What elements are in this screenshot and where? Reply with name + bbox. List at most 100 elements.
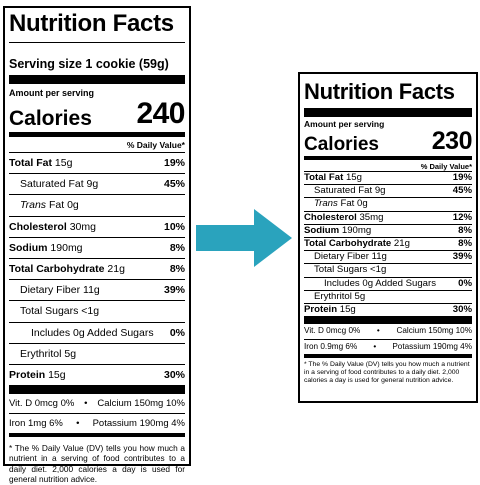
nutrient-row-erythritol: Erythritol 5g [9, 342, 185, 364]
nutrient-name: Total Fat 15g [304, 172, 362, 184]
thick-divider [304, 316, 472, 325]
nutrient-amount: 21g [107, 262, 125, 275]
nutrient-list: Total Fat 15g 19% Saturated Fat 9g 45% Trans… [304, 171, 472, 316]
nutrient-name: Sodium 190mg [304, 225, 371, 237]
vitamin-item: Potassium 190mg 4% [392, 341, 472, 351]
nutrient-label: Saturated Fat [314, 185, 373, 197]
nutrient-daily-value: 8% [169, 241, 185, 254]
nutrient-row-protein: Protein 15g 30% [304, 302, 472, 316]
nutrient-amount: 15g [339, 303, 356, 315]
bullet-icon: • [76, 418, 80, 430]
nutrient-label: Total Fat [304, 172, 344, 183]
nutrient-label: Sodium [9, 241, 48, 254]
nutrient-name: Total Carbohydrate 21g [304, 238, 410, 250]
nutrient-row-dietary-fiber: Dietary Fiber 11g 39% [304, 250, 472, 263]
divider [9, 42, 185, 43]
nutrient-label: Total Sugars [314, 264, 368, 276]
nutrient-label: Protein [304, 303, 338, 315]
nutrient-amount: 30mg [69, 220, 96, 233]
nutrient-name: Saturated Fat 9g [314, 185, 385, 197]
nutrient-daily-value: 39% [163, 284, 185, 297]
calories-value: 240 [136, 97, 185, 130]
thick-divider [304, 108, 472, 117]
nutrient-daily-value: 8% [458, 237, 472, 249]
nutrient-label: Dietary Fiber [20, 284, 81, 297]
vitamin-row: Vit. D 0mcg 0% • Calcium 150mg 10% [9, 394, 185, 413]
nutrient-label: Includes 0g Added Sugars [31, 326, 154, 339]
footnote: * The % Daily Value (DV) tells you how m… [9, 443, 185, 485]
divider [9, 433, 185, 438]
nutrient-row-trans: Trans Fat 0g [9, 194, 185, 215]
nutrient-row-erythritol: Erythritol 5g [304, 289, 472, 303]
nutrient-name: Total Carbohydrate 21g [9, 259, 125, 279]
nutrient-name: Total Sugars <1g [314, 264, 386, 276]
vitamin-row: Iron 1mg 6% • Potassium 190mg 4% [9, 413, 185, 433]
nutrient-daily-value: 19% [163, 157, 185, 169]
vitamin-item: Vit. D 0mcg 0% [304, 326, 361, 336]
nutrient-label: Total Carbohydrate [9, 262, 105, 275]
vitamin-list: Vit. D 0mcg 0% • Calcium 150mg 10% Iron 0.9… [304, 324, 472, 354]
thick-divider [304, 156, 472, 160]
nutrient-amount: 9g [86, 178, 99, 191]
nutrient-daily-value: 8% [169, 262, 185, 275]
nutrient-row-dietary-fiber: Dietary Fiber 11g 39% [9, 279, 185, 300]
amount-per-serving: Amount per serving [304, 119, 385, 129]
nutrient-amount: 5g [64, 347, 77, 360]
nutrient-row-includes-0g-added-sugars: Includes 0g Added Sugars 0% [9, 321, 185, 343]
nutrient-row-saturated-fat: Saturated Fat 9g 45% [304, 184, 472, 197]
label-title: Nutrition Facts [304, 79, 455, 104]
nutrient-amount: Fat 0g [340, 198, 368, 210]
nutrient-label: Total Sugars [20, 305, 79, 318]
nutrient-amount: 21g [393, 237, 410, 249]
vitamin-list: Vit. D 0mcg 0% • Calcium 150mg 10% Iron 1mg… [9, 394, 185, 433]
nutrient-daily-value: 12% [452, 211, 472, 223]
nutrient-row-includes-0g-added-sugars: Includes 0g Added Sugars 0% [304, 276, 472, 290]
nutrient-label: Protein [9, 368, 46, 381]
footnote: * The % Daily Value (DV) tells you how m… [304, 361, 470, 385]
nutrient-daily-value: 39% [452, 251, 472, 263]
nutrient-name: Saturated Fat 9g [20, 174, 98, 194]
calories-label: Calories [304, 134, 379, 155]
nutrient-amount: <1g [81, 305, 100, 318]
nutrient-name: Cholesterol 30mg [9, 217, 96, 237]
nutrient-row-total-fat: Total Fat 15g 19% [304, 171, 472, 184]
nutrient-amount: 15g [54, 157, 73, 169]
nutrient-row-total-carbohydrate: Total Carbohydrate 21g 8% [9, 257, 185, 279]
nutrient-daily-value: 0% [169, 326, 185, 339]
nutrient-name: Trans Fat 0g [20, 195, 79, 215]
vitamin-item: Iron 0.9mg 6% [304, 341, 358, 351]
serving-size: Serving size 1 cookie (59g) [9, 57, 169, 71]
nutrient-label: Trans [20, 199, 47, 212]
nutrient-row-trans: Trans Fat 0g [304, 197, 472, 210]
vitamin-item: Potassium 190mg 4% [92, 418, 185, 430]
daily-value-header: % Daily Value* [126, 140, 185, 150]
nutrition-label-new: Nutrition Facts Amount per serving Calor… [298, 72, 478, 403]
nutrient-amount: 5g [354, 290, 366, 302]
nutrient-name: Trans Fat 0g [314, 198, 368, 210]
label-title: Nutrition Facts [9, 10, 174, 37]
bullet-icon: • [84, 398, 88, 410]
nutrient-daily-value: 30% [452, 303, 472, 315]
calories-row: Calories 230 [304, 127, 473, 155]
right-arrow-icon [196, 209, 292, 267]
calories-row: Calories 240 [9, 97, 185, 130]
calories-label: Calories [9, 107, 92, 130]
vitamin-item: Iron 1mg 6% [9, 418, 63, 430]
nutrient-label: Total Fat [9, 157, 52, 169]
nutrient-amount: 15g [48, 368, 66, 381]
vitamin-row: Vit. D 0mcg 0% • Calcium 150mg 10% [304, 324, 472, 339]
nutrient-name: Total Sugars <1g [20, 301, 99, 321]
nutrient-name: Protein 15g [304, 304, 356, 316]
amount-per-serving: Amount per serving [9, 88, 95, 98]
nutrient-daily-value: 0% [458, 277, 472, 289]
nutrient-row-sodium: Sodium 190mg 8% [304, 223, 472, 237]
calories-value: 230 [431, 127, 473, 155]
nutrient-label: Cholesterol [304, 211, 357, 223]
vitamin-row: Iron 0.9mg 6% • Potassium 190mg 4% [304, 338, 472, 355]
nutrient-daily-value: 45% [163, 178, 185, 191]
nutrient-label: Erythritol [314, 290, 352, 302]
divider [304, 354, 472, 359]
nutrient-name: Includes 0g Added Sugars [31, 323, 154, 343]
nutrient-name: Total Fat 15g [9, 153, 72, 173]
nutrient-row-protein: Protein 15g 30% [9, 363, 185, 385]
